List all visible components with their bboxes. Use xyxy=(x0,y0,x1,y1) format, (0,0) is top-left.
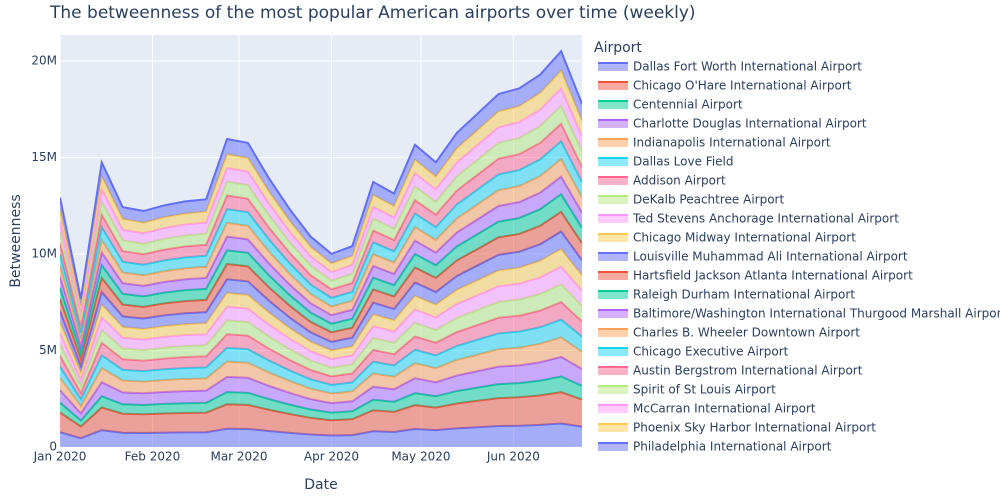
legend-label: Raleigh Durham International Airport xyxy=(633,288,855,302)
legend-swatch xyxy=(598,101,628,109)
area-fill xyxy=(60,106,582,327)
legend-swatch xyxy=(598,139,628,147)
x-tick-label: Apr 2020 xyxy=(304,450,359,464)
area-fill xyxy=(60,284,582,393)
area-fill xyxy=(60,356,582,421)
legend-label: Baltimore/Washington International Thurg… xyxy=(633,307,1000,321)
chart-title: The betweenness of the most popular Amer… xyxy=(49,3,696,23)
area-fill xyxy=(60,176,582,353)
area-fill xyxy=(60,211,582,367)
legend-swatch xyxy=(598,386,628,394)
area-fill xyxy=(60,319,582,406)
legend-swatch xyxy=(598,348,628,356)
area-fill xyxy=(60,123,582,333)
x-tick-label: Jan 2020 xyxy=(33,450,87,464)
y-axis-title: Betweenness xyxy=(8,194,24,287)
legend-swatch xyxy=(598,367,628,375)
legend-swatch xyxy=(598,405,628,413)
area-fill xyxy=(60,141,582,340)
legend-label: Charlotte Douglas International Airport xyxy=(633,117,867,131)
legend-swatch xyxy=(598,215,628,223)
area-fill xyxy=(60,194,582,360)
legend-label: Spirit of St Louis Airport xyxy=(633,383,776,397)
y-tick-label: 5M xyxy=(39,343,57,357)
area-fill xyxy=(60,392,582,439)
legend-label: Addison Airport xyxy=(633,174,726,188)
y-tick-label: 15M xyxy=(31,150,57,164)
area-fill xyxy=(60,266,582,387)
axes: 0 5M 10M 15M 20M Jan 2020 Feb 2020 Mar 2020 Apr … xyxy=(31,54,540,464)
legend-label: Dallas Love Field xyxy=(633,155,734,169)
legend-swatch xyxy=(598,272,628,280)
legend-swatch xyxy=(598,291,628,299)
x-tick-label: Jun 2020 xyxy=(486,450,540,464)
legend-label: Charles B. Wheeler Downtown Airport xyxy=(633,326,860,340)
legend-label: Indianapolis International Airport xyxy=(633,136,831,150)
area-fill xyxy=(60,337,582,414)
legend-label: Louisville Muhammad Ali International Ai… xyxy=(633,250,908,264)
legend-label: Ted Stevens Anchorage International Airp… xyxy=(632,212,899,226)
legend-label: Centennial Airport xyxy=(633,98,743,112)
legend-label: McCarran International Airport xyxy=(633,402,816,416)
legend-swatch xyxy=(598,329,628,337)
legend-label: Chicago Executive Airport xyxy=(633,345,789,359)
legend-swatch xyxy=(598,196,628,204)
area-fill xyxy=(60,249,582,380)
legend-swatch xyxy=(598,234,628,242)
legend-label: Chicago O'Hare International Airport xyxy=(633,79,852,93)
legend-swatch xyxy=(598,120,628,128)
legend-swatch xyxy=(598,82,628,90)
x-axis-title: Date xyxy=(304,477,337,493)
legend-label: Philadelphia International Airport xyxy=(633,440,832,454)
area-fill xyxy=(60,376,582,427)
area-fill xyxy=(60,158,582,346)
legend-label: Dallas Fort Worth International Airport xyxy=(633,60,862,74)
legend-swatch xyxy=(598,63,628,71)
x-tick-label: Mar 2020 xyxy=(210,450,267,464)
legend-label: Austin Bergstrom International Airport xyxy=(633,364,863,378)
legend: Dallas Fort Worth International Airport C… xyxy=(598,60,1000,454)
y-tick-label: 20M xyxy=(31,54,57,68)
legend-label: DeKalb Peachtree Airport xyxy=(633,193,784,207)
area-line xyxy=(60,230,582,370)
x-tick-label: Feb 2020 xyxy=(125,450,181,464)
legend-swatch xyxy=(598,424,628,432)
area-line xyxy=(60,49,582,300)
legend-title: Airport xyxy=(594,40,642,56)
legend-swatch xyxy=(598,443,628,451)
area-fill xyxy=(60,231,582,373)
y-tick-label: 10M xyxy=(31,247,57,261)
legend-swatch xyxy=(598,158,628,166)
y-tick-label: 0 xyxy=(49,440,57,454)
legend-swatch xyxy=(598,177,628,185)
areas xyxy=(60,49,582,447)
x-tick-label: May 2020 xyxy=(391,450,450,464)
legend-swatch xyxy=(598,310,628,318)
legend-label: Chicago Midway International Airport xyxy=(633,231,856,245)
area-fill xyxy=(60,302,582,400)
legend-swatch xyxy=(598,253,628,261)
legend-label: Phoenix Sky Harbor International Airport xyxy=(633,421,876,435)
legend-label: Hartsfield Jackson Atlanta International… xyxy=(633,269,913,283)
